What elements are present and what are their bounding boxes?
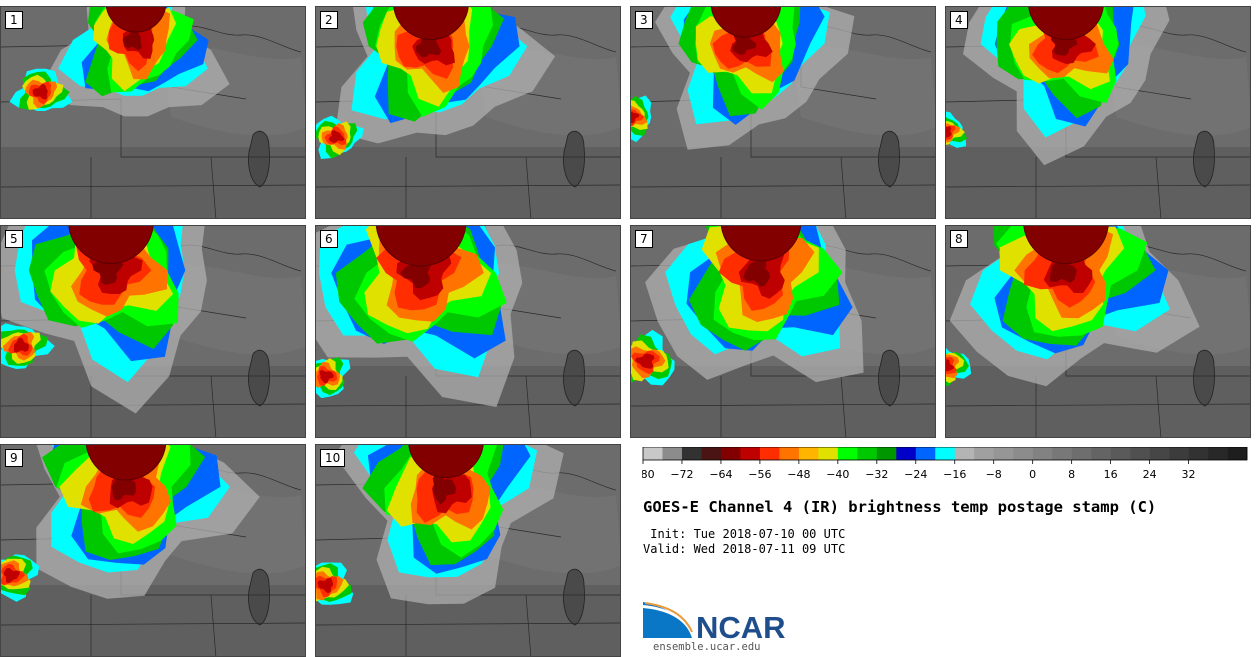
colorbar-segment [1091,447,1111,460]
satellite-image [316,7,620,218]
colorbar-segment [681,447,702,460]
colorbar-segment [837,447,858,460]
panel-number: 10 [320,449,346,467]
colorbar-segment [818,447,839,460]
panel-number: 8 [950,230,968,248]
satellite-image [946,7,1250,218]
colorbar-segment [798,447,819,460]
panel-number: 3 [635,11,653,29]
satellite-image [316,226,620,437]
colorbar-segment [701,447,722,460]
panel-6: 6 [315,225,621,438]
colorbar-segment [974,447,995,460]
colorbar-tick-label: −8 [986,468,1002,481]
satellite-image [1,445,305,656]
init-time: Init: Tue 2018-07-10 00 UTC [643,527,846,541]
colorbar-tick-label: 0 [1029,468,1036,481]
ncar-logo: NCAR [642,600,802,646]
colorbar-segment [662,447,683,460]
panel-number: 4 [950,11,968,29]
panel-5: 5 [0,225,306,438]
colorbar-segment [1208,447,1228,460]
colorbar-tick-label: −48 [787,468,810,481]
panel-7: 7 [630,225,936,438]
satellite-image [1,226,305,437]
colorbar-tick-label: −16 [943,468,966,481]
colorbar-segment [1149,447,1170,460]
panel-number: 6 [320,230,338,248]
colorbar-segment [1071,447,1092,460]
panel-9: 9 [0,444,306,657]
colorbar-segment [643,447,663,460]
colorbar-tick-label: 8 [1068,468,1075,481]
colorbar-tick-label: −56 [748,468,771,481]
colorbar-segment [779,447,800,460]
colorbar-segment [954,447,975,460]
colorbar-segment [1110,447,1131,460]
valid-time: Valid: Wed 2018-07-11 09 UTC [643,542,846,556]
logo-text: NCAR [696,610,786,642]
colorbar-tick-label: −80 [642,468,655,481]
panel-3: 3 [630,6,936,219]
satellite-image [1,7,305,218]
colorbar-tick-label: −24 [904,468,927,481]
panel-number: 1 [5,11,23,29]
colorbar-segment [857,447,878,460]
satellite-image [631,226,935,437]
panel-4: 4 [945,6,1251,219]
colorbar-segment [1013,447,1033,460]
colorbar-tick-label: 32 [1182,468,1196,481]
colorbar-tick-label: −64 [709,468,732,481]
panel-number: 9 [5,449,23,467]
colorbar-segment [876,447,897,460]
panel-10: 10 [315,444,621,657]
colorbar-tick-label: −32 [865,468,888,481]
colorbar-segment [993,447,1014,460]
satellite-image [316,445,620,656]
satellite-image [631,7,935,218]
colorbar-segment [1130,447,1150,460]
panel-number: 5 [5,230,23,248]
colorbar-tick-label: 24 [1143,468,1157,481]
colorbar-segment [1188,447,1209,460]
colorbar-tick-label: 16 [1104,468,1118,481]
colorbar-segment [1169,447,1189,460]
colorbar-segment [1032,447,1053,460]
panel-1: 1 [0,6,306,219]
colorbar-segment [935,447,956,460]
panel-number: 7 [635,230,653,248]
colorbar-tick-label: −40 [826,468,849,481]
colorbar-segment [1052,447,1072,460]
panel-number: 2 [320,11,338,29]
colorbar-segment [740,447,761,460]
colorbar-segment [915,447,936,460]
colorbar-segment [720,447,741,460]
colorbar-tick-label: −72 [670,468,693,481]
colorbar-segment [759,447,780,460]
colorbar-segment [896,447,917,460]
colorbar-segment [1227,447,1248,460]
figure-title: GOES-E Channel 4 (IR) brightness temp po… [643,498,1157,516]
panel-2: 2 [315,6,621,219]
satellite-image [946,226,1250,437]
logo-url: ensemble.ucar.edu [653,641,761,653]
panel-8: 8 [945,225,1251,438]
